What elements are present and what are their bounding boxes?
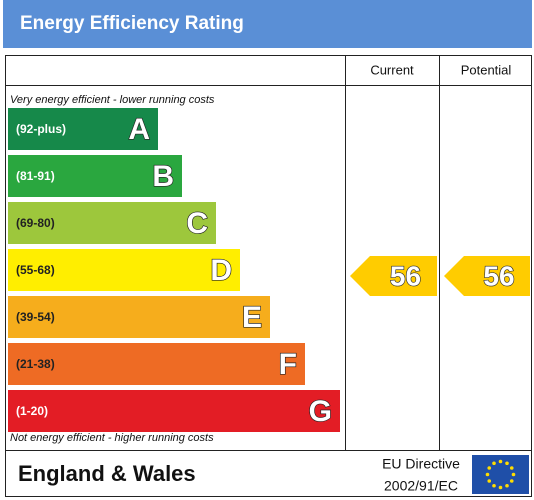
rating-value: 56 <box>390 260 421 291</box>
band <box>8 108 158 150</box>
band <box>8 249 240 291</box>
band-letter: E <box>242 301 262 334</box>
eu-flag <box>472 455 529 494</box>
star <box>509 466 514 470</box>
star <box>511 472 516 477</box>
band-range: (81-91) <box>16 169 55 183</box>
top-note: Very energy efficient - lower running co… <box>10 94 215 106</box>
band-letter: B <box>152 160 174 193</box>
star <box>505 483 509 488</box>
star <box>487 479 492 483</box>
star <box>505 461 509 466</box>
band <box>8 390 340 432</box>
header-bar <box>3 0 532 48</box>
band <box>8 343 305 385</box>
col-header: Current <box>370 62 414 77</box>
band <box>8 202 216 244</box>
star <box>509 479 514 483</box>
title: Energy Efficiency Rating <box>20 13 244 34</box>
band-range: (1-20) <box>16 404 48 418</box>
directive: 2002/91/EC <box>384 478 458 494</box>
band-letter: F <box>279 348 297 381</box>
band-letter: C <box>186 207 208 240</box>
footer-border <box>5 450 532 497</box>
star <box>498 485 503 490</box>
band-range: (39-54) <box>16 310 55 324</box>
star <box>487 466 492 470</box>
band-range: (92-plus) <box>16 122 66 136</box>
bottom-note: Not energy efficient - higher running co… <box>10 432 214 444</box>
band-letter: G <box>309 395 332 428</box>
star <box>492 461 496 466</box>
rating-arrow <box>444 256 530 296</box>
directive: EU Directive <box>382 456 460 472</box>
rating-value: 56 <box>483 260 514 291</box>
region: England & Wales <box>18 461 196 486</box>
band-letter: D <box>210 254 232 287</box>
star <box>492 483 496 488</box>
band <box>8 296 270 338</box>
band-range: (55-68) <box>16 263 55 277</box>
band-letter: A <box>128 113 150 146</box>
star <box>485 472 490 477</box>
band <box>8 155 182 197</box>
col-header: Potential <box>461 62 512 77</box>
band-range: (69-80) <box>16 216 55 230</box>
rating-arrow <box>350 256 437 296</box>
band-range: (21-38) <box>16 357 55 371</box>
star <box>498 459 503 464</box>
